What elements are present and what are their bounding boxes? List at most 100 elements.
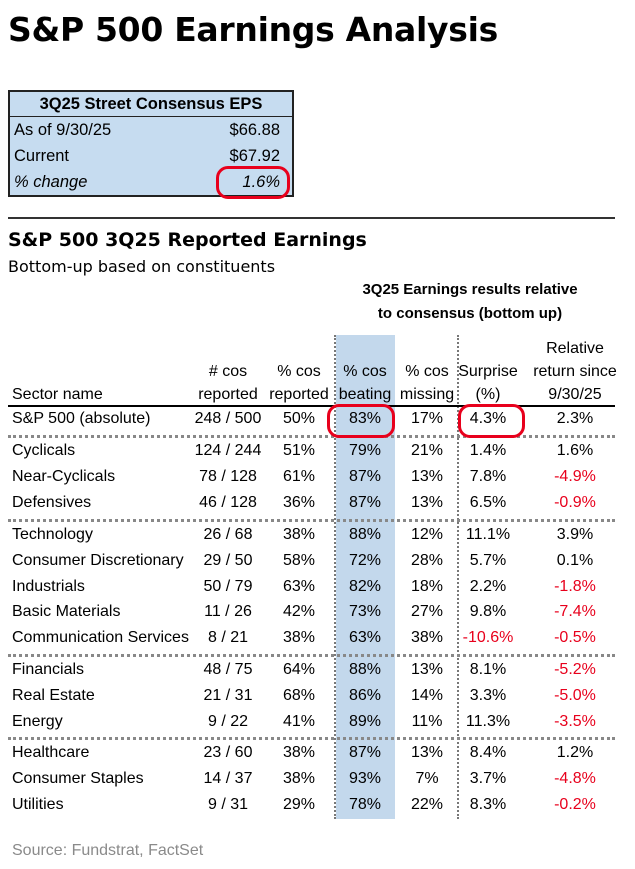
table-cell: 27%: [410, 603, 444, 621]
highlight-circle: [327, 404, 395, 438]
table-cell: -4.9%: [554, 467, 596, 485]
table-cell: -4.8%: [554, 769, 596, 787]
sector-name: Communication Services: [12, 629, 189, 647]
table-cell: 13%: [410, 661, 444, 678]
table-cell: 51%: [282, 442, 316, 459]
sector-name: Energy: [12, 712, 63, 730]
table-cell: -1.8%: [554, 577, 596, 595]
table-cell: 89%: [348, 712, 382, 730]
table-cell: 8.1%: [469, 661, 507, 678]
table-cell: 88%: [348, 526, 382, 543]
sector-name: Financials: [12, 661, 85, 678]
table-cell: 22%: [410, 795, 444, 813]
section-title: S&P 500 3Q25 Reported Earnings: [8, 229, 367, 251]
table-cell: 41%: [282, 712, 316, 730]
row-label: As of 9/30/25: [14, 121, 112, 139]
sector-name: Technology: [12, 526, 93, 543]
table-cell: 38%: [282, 629, 316, 647]
table-cell: 7.8%: [469, 467, 507, 485]
group-separator: [8, 519, 615, 522]
sector-name: Real Estate: [12, 686, 95, 704]
table-cell: 50%: [282, 410, 316, 427]
group-separator: [8, 435, 615, 438]
table-cell: 61%: [282, 467, 316, 485]
table-cell: -5.0%: [554, 686, 596, 704]
table-cell: 28%: [410, 551, 444, 569]
table-cell: 38%: [282, 526, 316, 543]
table-cell: 38%: [410, 629, 444, 647]
table-cell: 78 / 128: [199, 467, 257, 485]
table-cell: 18%: [410, 577, 444, 595]
table-cell: 9/30/25: [548, 386, 602, 403]
table-cell: missing: [399, 386, 455, 403]
highlight-circle: [216, 166, 290, 199]
table-cell: 2.2%: [469, 577, 507, 595]
table-cell: 13%: [410, 744, 444, 761]
source-note: Source: Fundstrat, FactSet: [12, 842, 204, 859]
table-cell: -5.2%: [554, 661, 596, 678]
sector-name: Near-Cyclicals: [12, 467, 116, 485]
table-cell: 72%: [348, 551, 382, 569]
table-cell: % cos: [277, 363, 321, 380]
section-subtitle: Bottom-up based on constituents: [8, 257, 276, 276]
table-cell: 36%: [282, 493, 316, 511]
table-cell: 87%: [348, 493, 382, 511]
table-cell: -0.2%: [554, 795, 596, 813]
column-divider: [334, 335, 336, 819]
table-cell: 46 / 128: [199, 493, 257, 511]
sector-name: S&P 500 (absolute): [12, 410, 151, 427]
table-cell: 248 / 500: [194, 410, 262, 427]
table-cell: % cos: [343, 363, 387, 380]
table-cell: 8 / 21: [207, 629, 249, 647]
table-cell: 11%: [411, 712, 443, 730]
sector-name: Defensives: [12, 493, 92, 511]
row-value: 1.6%: [242, 173, 280, 191]
table-cell: 58%: [282, 551, 316, 569]
table-cell: 13%: [410, 467, 444, 485]
table-cell: 23 / 60: [203, 744, 253, 761]
table-cell: 3.9%: [556, 526, 594, 543]
table-cell: 9.8%: [469, 603, 507, 621]
table-cell: -0.9%: [554, 493, 596, 511]
group-header-line: to consensus (bottom up): [377, 305, 563, 322]
sector-name: Consumer Discretionary: [12, 551, 184, 569]
table-cell: 3.7%: [469, 769, 507, 787]
table-cell: 124 / 244: [194, 442, 262, 459]
consensus-row: Current $67.92: [10, 143, 292, 169]
table-cell: 11.3%: [465, 712, 511, 730]
consensus-row: % change 1.6%: [10, 169, 292, 195]
table-cell: % cos: [405, 363, 449, 380]
consensus-box-header: 3Q25 Street Consensus EPS: [10, 92, 292, 117]
table-cell: 17%: [410, 410, 444, 427]
sector-name: Industrials: [12, 577, 85, 595]
table-cell: reported: [198, 386, 258, 403]
table-cell: Relative: [546, 340, 604, 357]
table-cell: 12%: [410, 526, 444, 543]
highlight-circle: [458, 404, 525, 438]
table-cell: 78%: [348, 795, 382, 813]
table-cell: 21%: [410, 442, 444, 459]
table-cell: 11.1%: [465, 526, 511, 543]
table-cell: 6.5%: [469, 493, 507, 511]
table-cell: 87%: [348, 744, 382, 761]
table-cell: -10.6%: [462, 629, 514, 647]
sector-name: Utilities: [12, 795, 64, 813]
table-cell: 14 / 37: [203, 769, 253, 787]
group-separator: [8, 654, 615, 657]
table-cell: 3.3%: [469, 686, 507, 704]
table-cell: 93%: [348, 769, 382, 787]
group-header-line: 3Q25 Earnings results relative: [362, 281, 578, 298]
row-value: $66.88: [229, 121, 280, 139]
group-header: 3Q25 Earnings results relative to consen…: [340, 278, 600, 326]
consensus-eps-box: 3Q25 Street Consensus EPS As of 9/30/25 $…: [8, 90, 294, 197]
table-cell: # cos: [208, 363, 248, 380]
table-cell: 8.3%: [469, 795, 507, 813]
table-cell: 1.6%: [556, 442, 594, 459]
table-cell: 4.3%: [469, 410, 507, 427]
table-cell: 29%: [282, 795, 316, 813]
table-cell: 64%: [282, 661, 316, 678]
table-cell: 9 / 22: [207, 712, 249, 730]
sector-name: Cyclicals: [12, 442, 76, 459]
header-rule: [8, 405, 615, 407]
table-cell: 88%: [348, 661, 382, 678]
